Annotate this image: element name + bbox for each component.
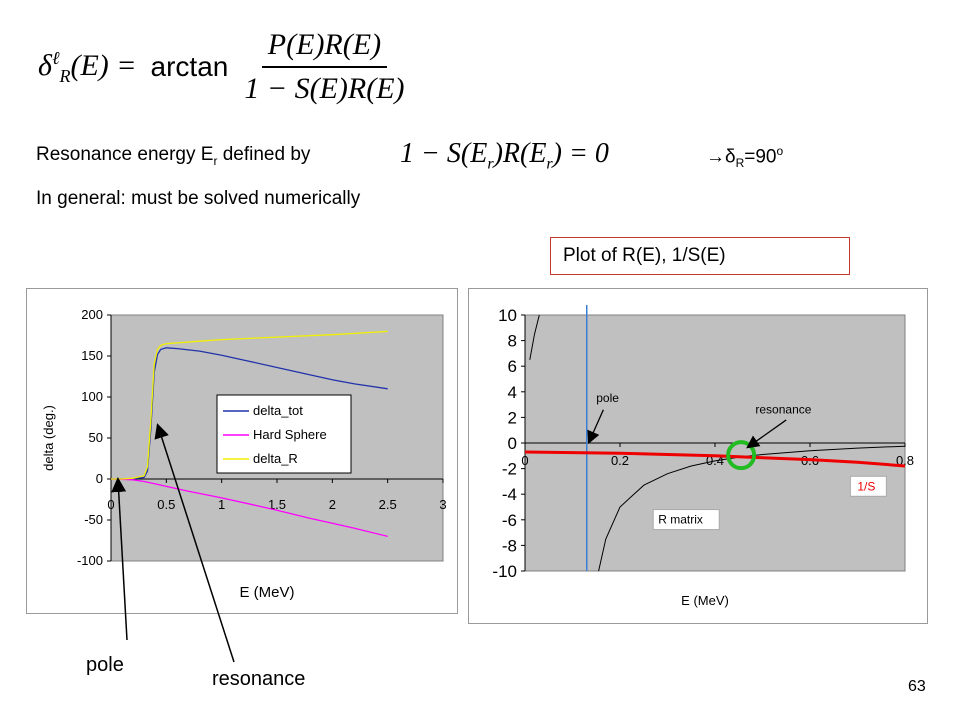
equation-numerator: P(E)R(E) [261,28,388,68]
legend-box [216,394,352,474]
y-tick-label: 6 [508,357,517,376]
main-equation: δℓR(E) = arctan P(E)R(E) 1 − S(E)R(E) [38,28,411,106]
series-line-r-matrix-0 [529,314,540,360]
phase-shift-chart-svg: 200 150 100 50 0 -50 -100 0 0.5 1 1.5 2 2.5 3 delta (d… [41,307,447,601]
one-over-s-label-box [849,475,887,497]
y-tick-label: -6 [502,511,517,530]
resonance-inline-label: resonance [755,403,811,417]
y-tick-label: -2 [502,460,517,479]
x-tick-label: 3 [439,497,446,512]
plot-label-box: Plot of R(E), 1/S(E) [550,237,850,275]
x-tick-label: 0.5 [157,497,175,512]
series-line-one-over-s [524,450,906,468]
y-tick-label: 0 [96,471,103,486]
resonance-label: resonance [212,668,306,690]
x-tick-label: 2.5 [379,497,397,512]
series-line-r-matrix-1 [598,445,906,572]
r-matrix-label: R matrix [658,513,703,527]
one-over-s-label: 1/S [857,479,875,493]
resonance-equation: 1 − S(Er)R(Er) = 0 [400,138,609,173]
y-tick-label: 10 [498,306,517,325]
y-tick-label: 0 [508,434,517,453]
equation-denominator: 1 − S(E)R(E) [244,72,405,105]
general-note: In general: must be solved numerically [36,188,361,209]
y-tick-label: -100 [77,553,103,568]
pole-label: pole [86,654,124,676]
legend: delta_tot Hard Sphere delta_R [216,394,352,474]
resonance-result: →δR=90o [706,144,784,171]
r-matrix-chart: 10 8 6 4 2 0 -2 -4 -6 -8 -10 0 0.2 0.4 0.6 0.8 E (MeV) po… [468,288,928,624]
legend-label: Hard Sphere [253,427,327,442]
page-number: 63 [908,678,926,695]
y-tick-label: -50 [84,512,103,527]
r-matrix-label-box [652,509,720,531]
y-tick-label: -8 [502,536,517,555]
y-tick-label: 150 [81,348,103,363]
equation-arctan: arctan [150,51,229,82]
equation-fraction: P(E)R(E) 1 − S(E)R(E) [238,28,410,106]
y-tick-label: 8 [508,332,517,351]
legend-label: delta_R [253,451,298,466]
legend-label: delta_tot [253,403,303,418]
y-tick-label: 4 [508,383,517,402]
resonance-circle [726,440,757,471]
y-tick-label: -10 [492,562,517,581]
x-axis-label: E (MeV) [681,593,729,608]
resonance-definition-text: Resonance energy Er defined by [36,144,311,168]
x-tick-label: 2 [329,497,336,512]
y-tick-label: 100 [81,389,103,404]
equation-lhs: δℓR(E) = [38,47,137,86]
y-tick-label: 2 [508,408,517,427]
plot-label-text: Plot of R(E), 1/S(E) [563,245,726,266]
arrow-right-icon: → [706,146,725,168]
pole-inline-arrow [587,409,604,445]
x-tick-label: 1.5 [268,497,286,512]
phase-shift-chart: 200 150 100 50 0 -50 -100 0 0.5 1 1.5 2 2.5 3 delta (d… [26,288,458,614]
x-tick-label: 0 [521,453,528,468]
resonance-inline-arrow [746,419,787,449]
y-tick-label: -4 [502,485,517,504]
y-axis-label: delta (deg.) [41,405,56,471]
x-tick-label: 0 [107,497,114,512]
y-tick-label: 200 [81,307,103,322]
x-tick-label: 1 [218,497,225,512]
series-line-delta_r [111,330,388,480]
series-line-delta_tot [111,347,388,480]
y-tick-label: 50 [89,430,103,445]
x-axis-label: E (MeV) [239,584,294,601]
x-tick-label: 0.2 [611,453,629,468]
pole-inline-label: pole [596,391,619,405]
